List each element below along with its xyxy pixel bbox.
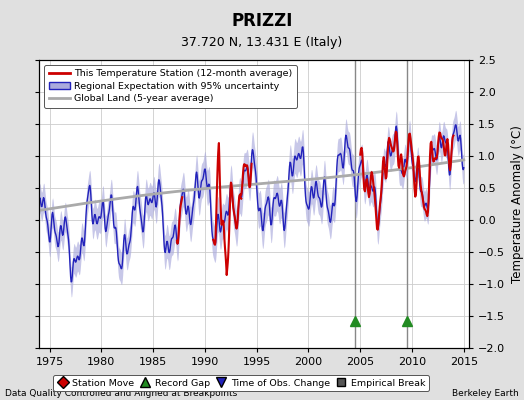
Text: Berkeley Earth: Berkeley Earth <box>452 389 519 398</box>
Text: Data Quality Controlled and Aligned at Breakpoints: Data Quality Controlled and Aligned at B… <box>5 389 237 398</box>
Y-axis label: Temperature Anomaly (°C): Temperature Anomaly (°C) <box>511 125 523 283</box>
Text: 37.720 N, 13.431 E (Italy): 37.720 N, 13.431 E (Italy) <box>181 36 343 49</box>
Legend: This Temperature Station (12-month average), Regional Expectation with 95% uncer: This Temperature Station (12-month avera… <box>44 65 297 108</box>
Text: PRIZZI: PRIZZI <box>231 12 293 30</box>
Legend: Station Move, Record Gap, Time of Obs. Change, Empirical Break: Station Move, Record Gap, Time of Obs. C… <box>53 375 429 391</box>
